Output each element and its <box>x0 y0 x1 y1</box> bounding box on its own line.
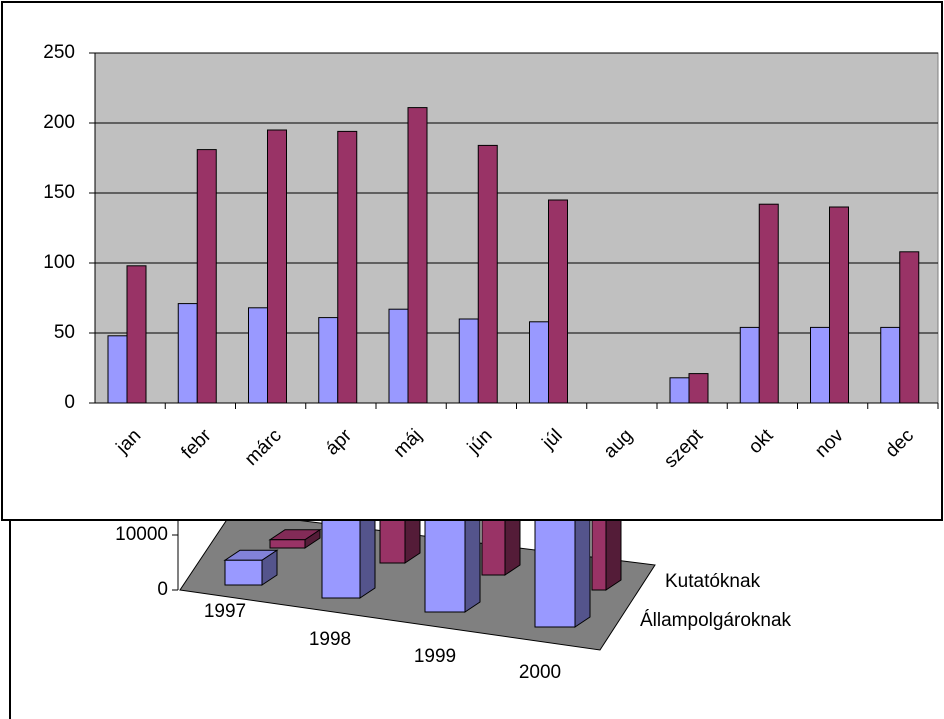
bar <box>758 203 779 404</box>
bar <box>739 326 760 404</box>
bar <box>388 308 409 404</box>
bar-face <box>224 559 263 586</box>
bar <box>880 326 901 404</box>
bar <box>477 144 498 404</box>
y-tick-label: 0 <box>157 579 168 600</box>
bar <box>267 129 287 404</box>
bar <box>407 107 428 404</box>
bar-3d <box>268 528 322 549</box>
bar <box>107 335 128 404</box>
x-tick-label: 1997 <box>204 601 246 622</box>
bar <box>669 377 690 404</box>
x-tick-label: 2000 <box>519 662 561 683</box>
bar <box>248 307 268 404</box>
bar <box>829 206 849 404</box>
bar <box>899 251 920 404</box>
bar <box>196 149 217 404</box>
y-tick-label: 50 <box>54 322 75 343</box>
y-tick-label: 10000 <box>115 524 168 545</box>
bar-3d <box>223 549 279 586</box>
y-tick-label: 200 <box>43 112 75 133</box>
bar <box>177 303 198 404</box>
bar <box>810 326 830 404</box>
y-tick-label: 0 <box>64 392 75 413</box>
x-tick-label: 1999 <box>414 646 456 667</box>
bar <box>688 373 709 404</box>
bar <box>318 317 339 404</box>
bar <box>458 318 479 404</box>
y-tick-label: 250 <box>43 42 75 63</box>
bar <box>126 265 147 404</box>
bar-3d <box>590 502 623 591</box>
bar-face <box>269 539 306 549</box>
y-tick-label: 150 <box>43 182 75 203</box>
bar <box>529 321 549 404</box>
bar <box>337 130 358 404</box>
series-label: Kutatóknak <box>665 571 761 592</box>
bar <box>548 199 568 404</box>
series-label: Állampolgároknak <box>640 610 792 631</box>
bar-face <box>591 512 607 591</box>
y-tick-label: 100 <box>43 252 75 273</box>
x-tick-label: 1998 <box>309 629 351 650</box>
